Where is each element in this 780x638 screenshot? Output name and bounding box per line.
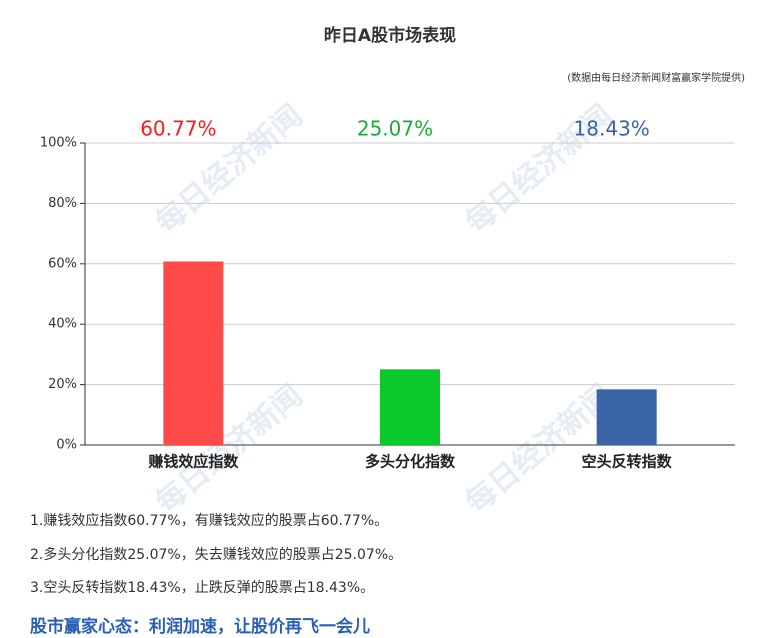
x-tick-label: 多头分化指数 [365,453,456,471]
y-tick-label: 80% [48,196,77,211]
y-tick-label: 40% [48,317,77,332]
y-tick-label: 20% [48,377,77,392]
chart-title: 昨日A股市场表现 [324,25,456,46]
value-label: 60.77% [140,117,216,141]
bar [596,389,657,445]
value-label: 18.43% [574,117,650,141]
chart-subtitle: (数据由每日经济新闻财富赢家学院提供) [567,71,745,84]
value-label: 25.07% [357,117,433,141]
note: 3.空头反转指数18.43%，止跌反弹的股票占18.43%。 [30,580,374,596]
bar [163,261,224,445]
y-tick-label: 0% [56,438,77,453]
note: 1.赚钱效应指数60.77%，有赚钱效应的股票占60.77%。 [30,512,388,529]
x-tick-label: 赚钱效应指数 [147,453,239,471]
y-tick-label: 100% [40,136,77,151]
note: 2.多头分化指数25.07%，失去赚钱效应的股票占25.07%。 [30,546,402,563]
bar [380,369,440,445]
headline: 股市赢家心态：利润加速，让股价再飞一会儿 [30,616,370,637]
y-tick-label: 60% [48,256,77,271]
x-tick-label: 空头反转指数 [582,453,673,471]
